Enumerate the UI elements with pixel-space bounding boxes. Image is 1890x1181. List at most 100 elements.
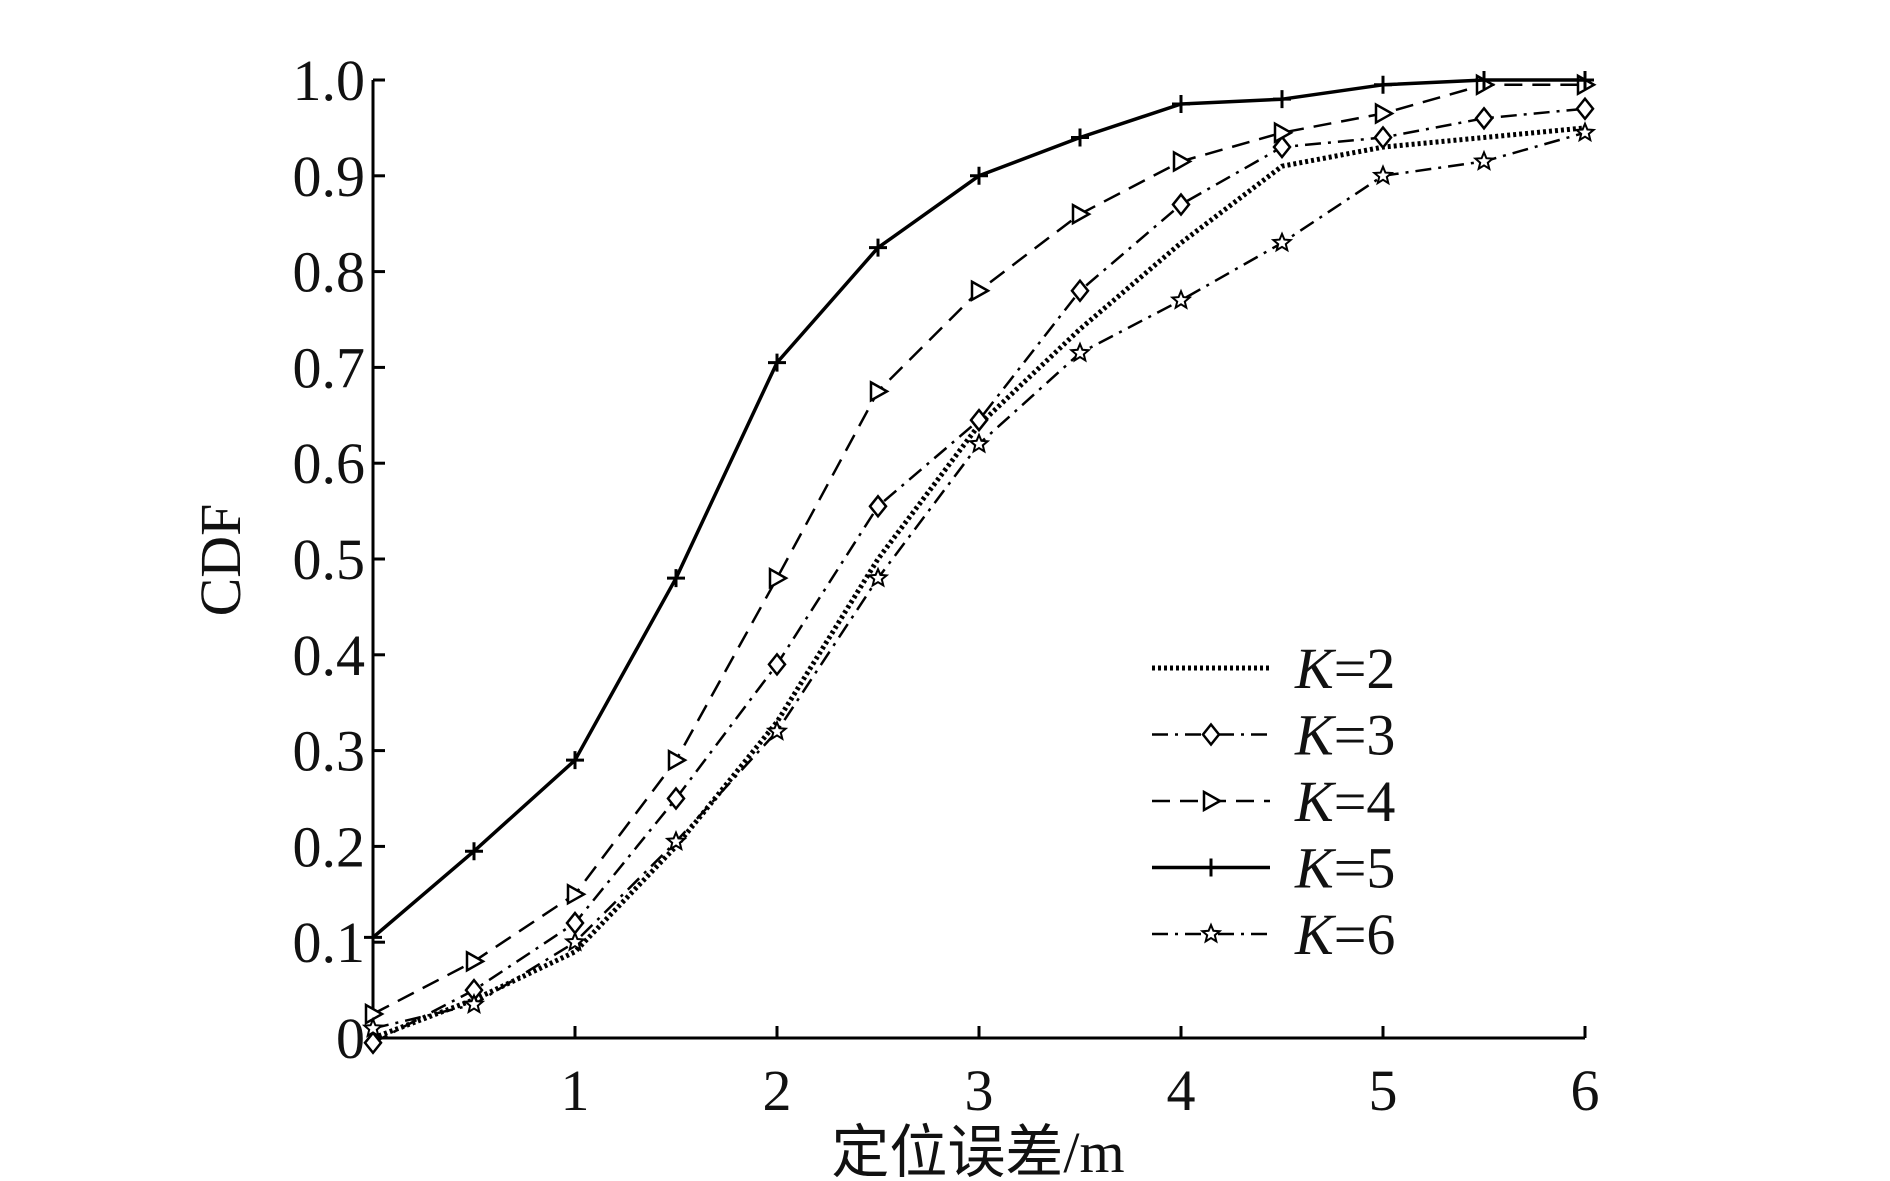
y-tick-label: 0.7	[293, 335, 366, 400]
legend-label: K=5	[1294, 836, 1395, 901]
data-point	[970, 279, 991, 302]
legend-label-value: =2	[1334, 636, 1396, 701]
legend-label: K=3	[1294, 703, 1395, 768]
data-point	[1573, 121, 1597, 143]
data-point	[970, 166, 988, 185]
legend-item: K=6	[1152, 902, 1395, 967]
data-point	[364, 928, 382, 947]
data-point	[866, 566, 890, 588]
legend-marker	[1201, 722, 1221, 747]
legend-marker	[1202, 858, 1220, 877]
data-point	[1272, 135, 1292, 160]
data-point	[869, 238, 887, 257]
data-point	[768, 567, 789, 590]
legend-label-variable: K	[1294, 836, 1337, 901]
series-k-6	[361, 121, 1597, 1038]
data-point	[465, 950, 486, 973]
series-k-4	[364, 73, 1597, 1026]
series-k-5	[364, 71, 1594, 947]
data-point	[1472, 149, 1496, 171]
x-tick-label: 3	[965, 1058, 994, 1123]
legend-label-variable: K	[1294, 902, 1337, 967]
x-tick-label: 2	[763, 1058, 792, 1123]
y-tick-label: 0.8	[293, 240, 366, 305]
y-tick-label: 1.0	[293, 48, 366, 113]
legend-marker	[1199, 922, 1223, 944]
series-line	[372, 125, 1586, 1041]
legend-label: K=6	[1294, 902, 1395, 967]
x-tick-label: 6	[1571, 1058, 1600, 1123]
data-point	[1071, 128, 1089, 147]
series-line	[372, 83, 1585, 1016]
x-axis-label: 定位误差/m	[831, 1120, 1124, 1181]
y-tick-label: 0.2	[293, 814, 366, 879]
legend-marker	[1202, 789, 1223, 813]
data-point	[1273, 90, 1291, 109]
series-line	[372, 107, 1586, 1044]
data-point	[868, 494, 888, 519]
data-point	[1576, 71, 1594, 89]
data-point	[767, 652, 787, 677]
y-tick-label: 0.9	[293, 144, 366, 209]
data-point	[1371, 164, 1395, 186]
data-point	[363, 1030, 383, 1055]
legend-item: K=5	[1152, 836, 1395, 901]
data-point	[667, 749, 688, 772]
x-tick-label: 1	[561, 1058, 590, 1123]
legend-label-variable: K	[1294, 703, 1337, 768]
series-line	[372, 131, 1586, 1030]
series-k-3	[363, 96, 1595, 1055]
y-tick-label: 0.1	[293, 910, 366, 975]
series-layer	[361, 71, 1597, 1055]
data-point	[462, 992, 486, 1014]
y-tick-label: 0.3	[293, 719, 366, 784]
data-point	[1474, 106, 1494, 131]
legend-label-value: =5	[1334, 836, 1396, 901]
legend-label: K=2	[1294, 636, 1395, 701]
data-point	[1070, 278, 1090, 303]
legend-item: K=3	[1152, 703, 1395, 768]
data-point	[667, 569, 685, 588]
data-point	[566, 883, 587, 906]
series-line	[371, 78, 1585, 939]
plot-area	[371, 80, 1585, 1040]
data-point	[869, 380, 890, 403]
y-tick-label: 0.5	[293, 527, 366, 592]
legend-item: K=2	[1152, 636, 1395, 701]
data-point	[1475, 71, 1493, 89]
data-point	[666, 786, 686, 811]
data-point	[364, 1002, 385, 1026]
data-point	[969, 408, 989, 433]
legend-label: K=4	[1294, 769, 1395, 834]
legend-label-variable: K	[1294, 769, 1337, 834]
data-point	[361, 1016, 385, 1038]
data-point	[1169, 288, 1193, 310]
x-tick-label: 5	[1369, 1058, 1398, 1123]
axis-ticks: 0 0.1 0.2 0.3 0.4 0.5 0.6 0.7 0.8 0.9 1.0 1 2 3 4 5 6	[293, 48, 1600, 1123]
data-point	[1068, 341, 1092, 363]
data-point	[1071, 202, 1092, 226]
data-point	[1171, 192, 1191, 217]
data-point	[765, 719, 789, 741]
data-point	[563, 930, 587, 952]
data-point	[664, 829, 688, 852]
data-point	[967, 432, 991, 454]
legend-label-value: =6	[1334, 902, 1396, 967]
data-point	[1172, 94, 1190, 113]
legend-label-variable: K	[1294, 636, 1337, 701]
legend: K=2K=3K=4K=5K=6	[1152, 636, 1395, 967]
y-tick-label: 0	[336, 1006, 365, 1071]
y-tick-label: 0.4	[293, 623, 366, 688]
data-point	[768, 353, 786, 372]
x-tick-label: 4	[1167, 1058, 1196, 1123]
legend-label-value: =3	[1334, 703, 1396, 768]
data-point	[1172, 150, 1193, 173]
data-point	[1270, 231, 1294, 253]
y-axis-label: CDF	[188, 504, 253, 617]
data-point	[1373, 125, 1393, 150]
series-k-2	[372, 125, 1586, 1041]
legend-item: K=4	[1152, 769, 1395, 834]
legend-label-value: =4	[1334, 769, 1396, 834]
y-tick-label: 0.6	[293, 431, 366, 496]
